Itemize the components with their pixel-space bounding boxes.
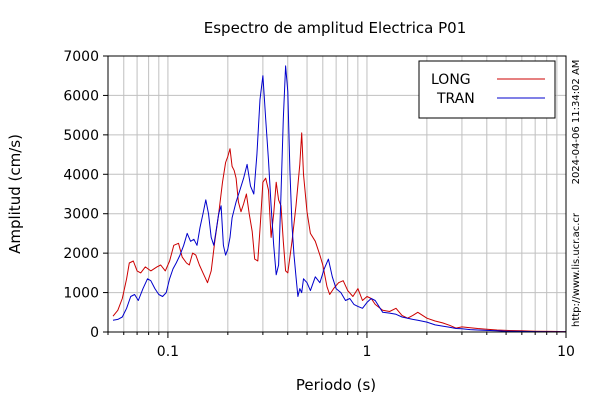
- y-tick-label: 3000: [63, 207, 99, 223]
- plot-frame: [107, 55, 567, 333]
- y-tick-label: 0: [90, 325, 99, 341]
- y-axis-label: Amplitud (cm/s): [6, 134, 24, 254]
- y-tick-label: 5000: [63, 128, 99, 144]
- x-tick-label: 0.1: [157, 344, 179, 360]
- legend-label-long: LONG: [431, 72, 471, 88]
- series-line-tran: [112, 65, 567, 333]
- legend-label-tran: TRAN: [436, 91, 475, 107]
- series-group: [112, 65, 567, 333]
- y-tick-label: 6000: [63, 88, 99, 104]
- y-tick-label: 2000: [63, 246, 99, 262]
- tick-group: 0 1000 2000 3000 4000 5000 6000 7000 0.1 1 10: [63, 49, 575, 360]
- legend-box: [418, 60, 556, 119]
- url-annotation: http://www.lis.ucr.ac.cr: [571, 212, 582, 327]
- x-axis-label: Periodo (s): [296, 376, 376, 394]
- y-tick-label: 1000: [63, 286, 99, 302]
- y-tick-label: 4000: [63, 167, 99, 183]
- timestamp-annotation: 2024-04-06 11:34:02 AM: [571, 60, 582, 185]
- x-tick-label: 1: [362, 344, 371, 360]
- legend: LONG TRAN: [418, 60, 556, 119]
- series-line-long: [112, 132, 567, 333]
- chart-title: Espectro de amplitud Electrica P01: [204, 19, 467, 37]
- x-tick-label: 10: [557, 344, 575, 360]
- y-tick-label: 7000: [63, 49, 99, 65]
